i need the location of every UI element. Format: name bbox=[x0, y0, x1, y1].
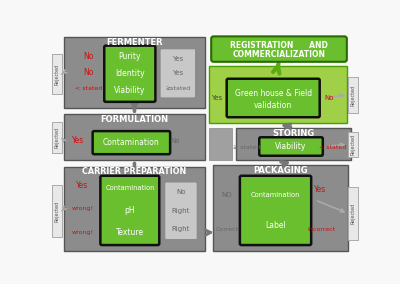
Text: FORMULATION: FORMULATION bbox=[100, 115, 168, 124]
Text: Contamination: Contamination bbox=[105, 185, 154, 191]
Bar bbox=[64, 114, 205, 160]
Bar bbox=[52, 122, 62, 153]
Text: COMMERCIALIZATION: COMMERCIALIZATION bbox=[232, 50, 326, 59]
Text: No: No bbox=[324, 95, 334, 101]
Text: Yes: Yes bbox=[72, 136, 84, 145]
Bar bbox=[64, 166, 205, 251]
Bar bbox=[209, 66, 347, 124]
Text: Contamination: Contamination bbox=[103, 138, 160, 147]
Text: < stated: < stated bbox=[319, 145, 346, 150]
Text: Yes: Yes bbox=[172, 70, 184, 76]
Text: Purity: Purity bbox=[118, 52, 141, 61]
Text: No: No bbox=[84, 52, 94, 61]
FancyBboxPatch shape bbox=[259, 137, 323, 156]
FancyBboxPatch shape bbox=[104, 46, 155, 102]
Text: wrong!: wrong! bbox=[72, 230, 94, 235]
Text: No: No bbox=[84, 68, 94, 77]
Bar bbox=[213, 165, 348, 251]
FancyBboxPatch shape bbox=[93, 131, 170, 154]
Text: No: No bbox=[176, 189, 186, 195]
FancyBboxPatch shape bbox=[227, 79, 320, 117]
Text: PACKAGING: PACKAGING bbox=[253, 166, 308, 175]
FancyBboxPatch shape bbox=[100, 176, 159, 245]
Text: REGISTRATION      AND: REGISTRATION AND bbox=[230, 41, 328, 50]
Text: validation: validation bbox=[254, 101, 292, 110]
Text: STORING: STORING bbox=[272, 129, 314, 138]
Bar bbox=[348, 187, 358, 240]
Text: Yes: Yes bbox=[172, 56, 184, 62]
Text: Rejected: Rejected bbox=[351, 133, 356, 155]
Text: wrong!: wrong! bbox=[72, 206, 94, 211]
Text: Rejected: Rejected bbox=[54, 127, 59, 148]
Bar bbox=[348, 132, 358, 156]
Text: Texture: Texture bbox=[116, 228, 144, 237]
Text: Viability: Viability bbox=[275, 142, 307, 151]
Text: Rejected: Rejected bbox=[351, 84, 356, 106]
Text: ≥ stated: ≥ stated bbox=[233, 145, 260, 150]
Text: Yes: Yes bbox=[211, 95, 222, 101]
Text: Incorrect: Incorrect bbox=[307, 227, 335, 232]
FancyBboxPatch shape bbox=[211, 36, 347, 62]
Text: CARRIER PREPARATION: CARRIER PREPARATION bbox=[82, 167, 187, 176]
Text: Contamination: Contamination bbox=[251, 192, 300, 198]
Text: Green house & Field: Green house & Field bbox=[235, 89, 312, 98]
Text: Yes: Yes bbox=[314, 185, 326, 194]
Text: Identity: Identity bbox=[115, 69, 145, 78]
Text: FERMENTER: FERMENTER bbox=[106, 38, 163, 47]
FancyBboxPatch shape bbox=[160, 49, 196, 98]
Text: Viability: Viability bbox=[114, 86, 146, 95]
Text: NO: NO bbox=[221, 192, 232, 198]
Bar bbox=[236, 128, 351, 160]
Bar bbox=[64, 37, 205, 108]
FancyBboxPatch shape bbox=[165, 182, 197, 240]
Text: Right: Right bbox=[172, 226, 190, 232]
Text: ≥stated: ≥stated bbox=[165, 86, 190, 91]
Text: < stated: < stated bbox=[75, 86, 102, 91]
Text: Rejected: Rejected bbox=[54, 201, 59, 222]
Text: Yes: Yes bbox=[76, 181, 89, 190]
Bar bbox=[209, 128, 232, 160]
Text: pH: pH bbox=[124, 206, 135, 215]
Bar bbox=[52, 185, 62, 237]
FancyBboxPatch shape bbox=[240, 176, 311, 245]
Text: Right: Right bbox=[172, 208, 190, 214]
Text: Correct: Correct bbox=[215, 227, 238, 232]
Bar bbox=[348, 77, 358, 113]
Bar bbox=[52, 54, 62, 94]
Text: No: No bbox=[171, 138, 180, 144]
Text: Label: Label bbox=[265, 221, 286, 230]
Text: Rejected: Rejected bbox=[54, 64, 59, 85]
Text: Rejected: Rejected bbox=[351, 203, 356, 224]
